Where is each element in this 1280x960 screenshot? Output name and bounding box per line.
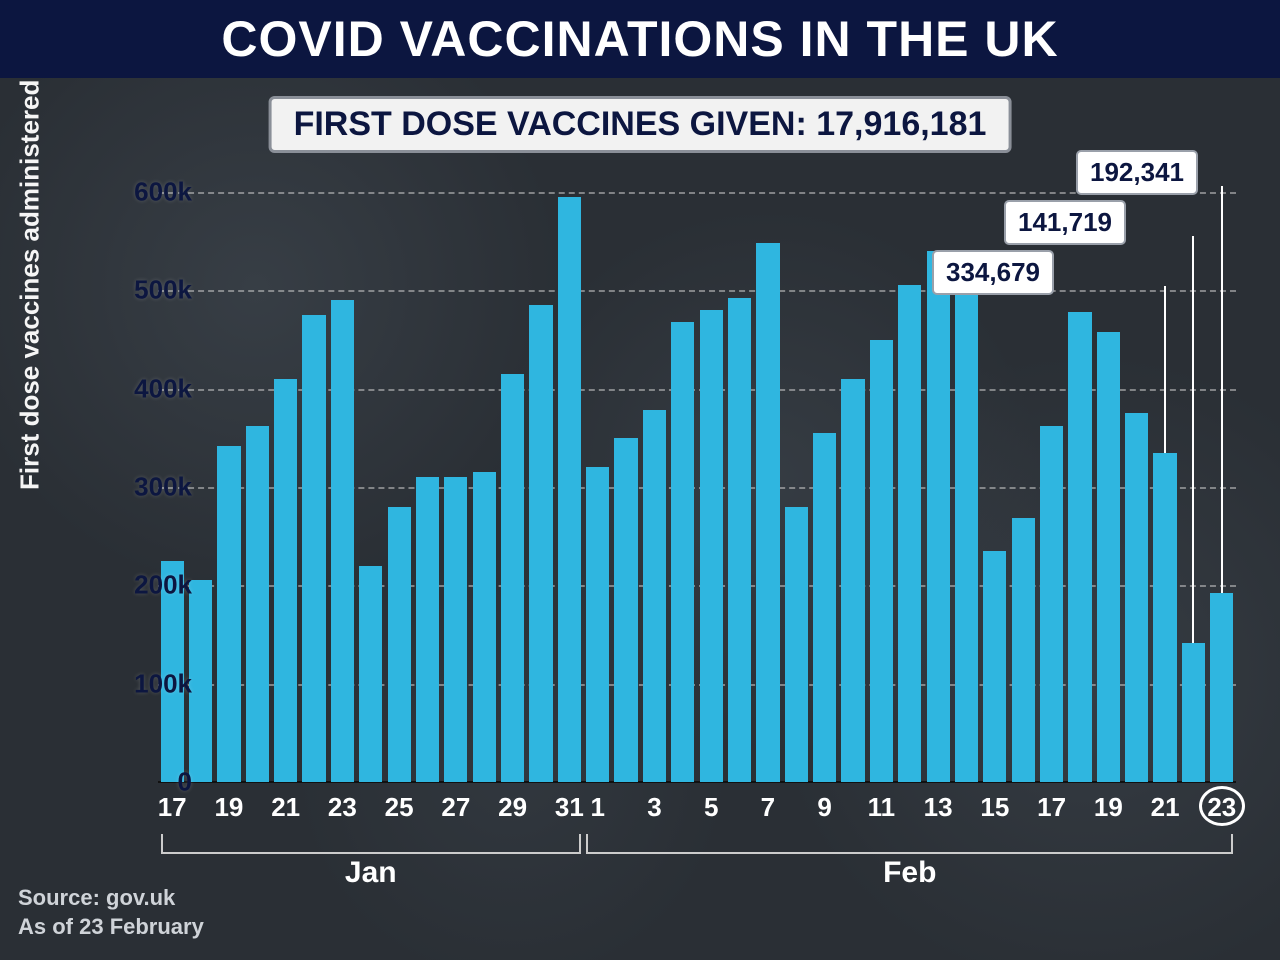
x-tick-label: 31 bbox=[555, 792, 584, 823]
x-tick-label: 23 bbox=[328, 792, 357, 823]
callout-leader bbox=[1192, 236, 1194, 643]
bar bbox=[586, 467, 609, 782]
callout-value: 334,679 bbox=[932, 250, 1054, 295]
y-tick-label: 300k bbox=[134, 472, 192, 503]
chart-plot-area bbox=[158, 192, 1236, 782]
callout-leader bbox=[1164, 286, 1166, 453]
x-tick-label: 25 bbox=[385, 792, 414, 823]
bar bbox=[785, 507, 808, 782]
bar bbox=[274, 379, 297, 782]
callout-value: 141,719 bbox=[1004, 200, 1126, 245]
y-tick-label: 500k bbox=[134, 275, 192, 306]
bar bbox=[983, 551, 1006, 782]
x-tick-label: 13 bbox=[924, 792, 953, 823]
bar bbox=[529, 305, 552, 782]
source-attribution: Source: gov.uk As of 23 February bbox=[18, 883, 204, 942]
bar bbox=[927, 251, 950, 782]
bar bbox=[359, 566, 382, 782]
x-tick-label: 15 bbox=[980, 792, 1009, 823]
bar bbox=[1012, 518, 1035, 782]
bar bbox=[1097, 332, 1120, 782]
bar bbox=[388, 507, 411, 782]
x-tick-label: 21 bbox=[271, 792, 300, 823]
bar bbox=[813, 433, 836, 782]
x-tick-label: 1 bbox=[590, 792, 604, 823]
bar bbox=[1125, 413, 1148, 782]
bar bbox=[841, 379, 864, 782]
x-tick-label: 23 bbox=[1207, 792, 1236, 823]
subtitle-text: FIRST DOSE VACCINES GIVEN: 17,916,181 bbox=[294, 105, 987, 143]
bar bbox=[217, 446, 240, 782]
month-label: Feb bbox=[883, 856, 936, 890]
bar bbox=[416, 477, 439, 782]
x-tick-label: 17 bbox=[1037, 792, 1066, 823]
bar bbox=[614, 438, 637, 782]
bar bbox=[870, 340, 893, 783]
gridline bbox=[158, 290, 1236, 292]
y-tick-label: 600k bbox=[134, 177, 192, 208]
bar bbox=[955, 285, 978, 782]
bar bbox=[473, 472, 496, 782]
bar bbox=[700, 310, 723, 782]
bar bbox=[246, 426, 269, 782]
x-tick-label: 19 bbox=[214, 792, 243, 823]
infographic-container: COVID VACCINATIONS IN THE UK FIRST DOSE … bbox=[0, 0, 1280, 960]
x-tick-label: 11 bbox=[868, 792, 896, 823]
bar bbox=[331, 300, 354, 782]
x-tick-label: 29 bbox=[498, 792, 527, 823]
month-bracket bbox=[161, 834, 581, 854]
bar bbox=[558, 197, 581, 782]
bar bbox=[756, 243, 779, 782]
x-tick-label: 21 bbox=[1151, 792, 1180, 823]
bar bbox=[643, 410, 666, 782]
source-line-1: Source: gov.uk bbox=[18, 883, 204, 913]
bar bbox=[671, 322, 694, 782]
bar bbox=[1182, 643, 1205, 782]
x-tick-label: 5 bbox=[704, 792, 718, 823]
x-tick-label: 17 bbox=[158, 792, 187, 823]
x-tick-label: 7 bbox=[761, 792, 775, 823]
x-tick-label: 3 bbox=[647, 792, 661, 823]
month-label: Jan bbox=[345, 856, 397, 890]
bar bbox=[1210, 593, 1233, 782]
gridline bbox=[158, 192, 1236, 194]
y-tick-label: 400k bbox=[134, 373, 192, 404]
main-title: COVID VACCINATIONS IN THE UK bbox=[0, 0, 1280, 78]
bar bbox=[302, 315, 325, 782]
bar bbox=[1153, 453, 1176, 782]
source-line-2: As of 23 February bbox=[18, 912, 204, 942]
bar bbox=[1040, 426, 1063, 782]
bar bbox=[444, 477, 467, 782]
y-tick-label: 200k bbox=[134, 570, 192, 601]
month-bracket bbox=[586, 834, 1233, 854]
x-tick-label: 27 bbox=[441, 792, 470, 823]
x-tick-label: 19 bbox=[1094, 792, 1123, 823]
bar bbox=[898, 285, 921, 782]
bar bbox=[189, 580, 212, 782]
x-tick-label: 9 bbox=[817, 792, 831, 823]
bar bbox=[728, 298, 751, 782]
callout-value: 192,341 bbox=[1076, 150, 1198, 195]
y-tick-label: 100k bbox=[134, 668, 192, 699]
bar bbox=[1068, 312, 1091, 782]
bar bbox=[501, 374, 524, 782]
y-axis-title: First dose vaccines administered bbox=[15, 80, 46, 490]
callout-leader bbox=[1221, 186, 1223, 593]
subtitle-box: FIRST DOSE VACCINES GIVEN: 17,916,181 bbox=[269, 96, 1012, 153]
